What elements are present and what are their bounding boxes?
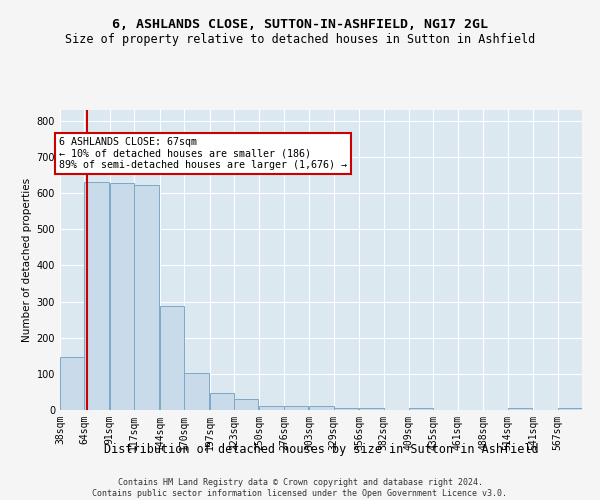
- Text: 6 ASHLANDS CLOSE: 67sqm
← 10% of detached houses are smaller (186)
89% of semi-d: 6 ASHLANDS CLOSE: 67sqm ← 10% of detache…: [59, 137, 347, 170]
- Bar: [234, 399, 259, 410]
- Bar: [160, 306, 184, 410]
- Bar: [85, 182, 109, 410]
- Bar: [284, 406, 308, 410]
- Bar: [184, 373, 209, 410]
- Bar: [60, 356, 85, 410]
- Text: Contains HM Land Registry data © Crown copyright and database right 2024.
Contai: Contains HM Land Registry data © Crown c…: [92, 478, 508, 498]
- Text: 6, ASHLANDS CLOSE, SUTTON-IN-ASHFIELD, NG17 2GL: 6, ASHLANDS CLOSE, SUTTON-IN-ASHFIELD, N…: [112, 18, 488, 30]
- Y-axis label: Number of detached properties: Number of detached properties: [22, 178, 32, 342]
- Bar: [209, 393, 234, 410]
- Bar: [409, 408, 433, 410]
- Bar: [359, 408, 383, 410]
- Text: Size of property relative to detached houses in Sutton in Ashfield: Size of property relative to detached ho…: [65, 32, 535, 46]
- Bar: [134, 185, 159, 410]
- Bar: [110, 183, 134, 410]
- Bar: [259, 406, 284, 410]
- Bar: [309, 406, 334, 410]
- Bar: [508, 408, 532, 410]
- Bar: [334, 408, 358, 410]
- Bar: [557, 408, 582, 410]
- Text: Distribution of detached houses by size in Sutton in Ashfield: Distribution of detached houses by size …: [104, 442, 538, 456]
